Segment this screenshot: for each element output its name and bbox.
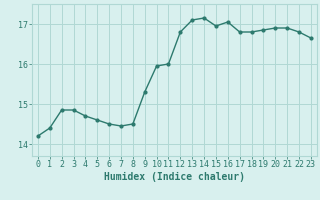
X-axis label: Humidex (Indice chaleur): Humidex (Indice chaleur) <box>104 172 245 182</box>
